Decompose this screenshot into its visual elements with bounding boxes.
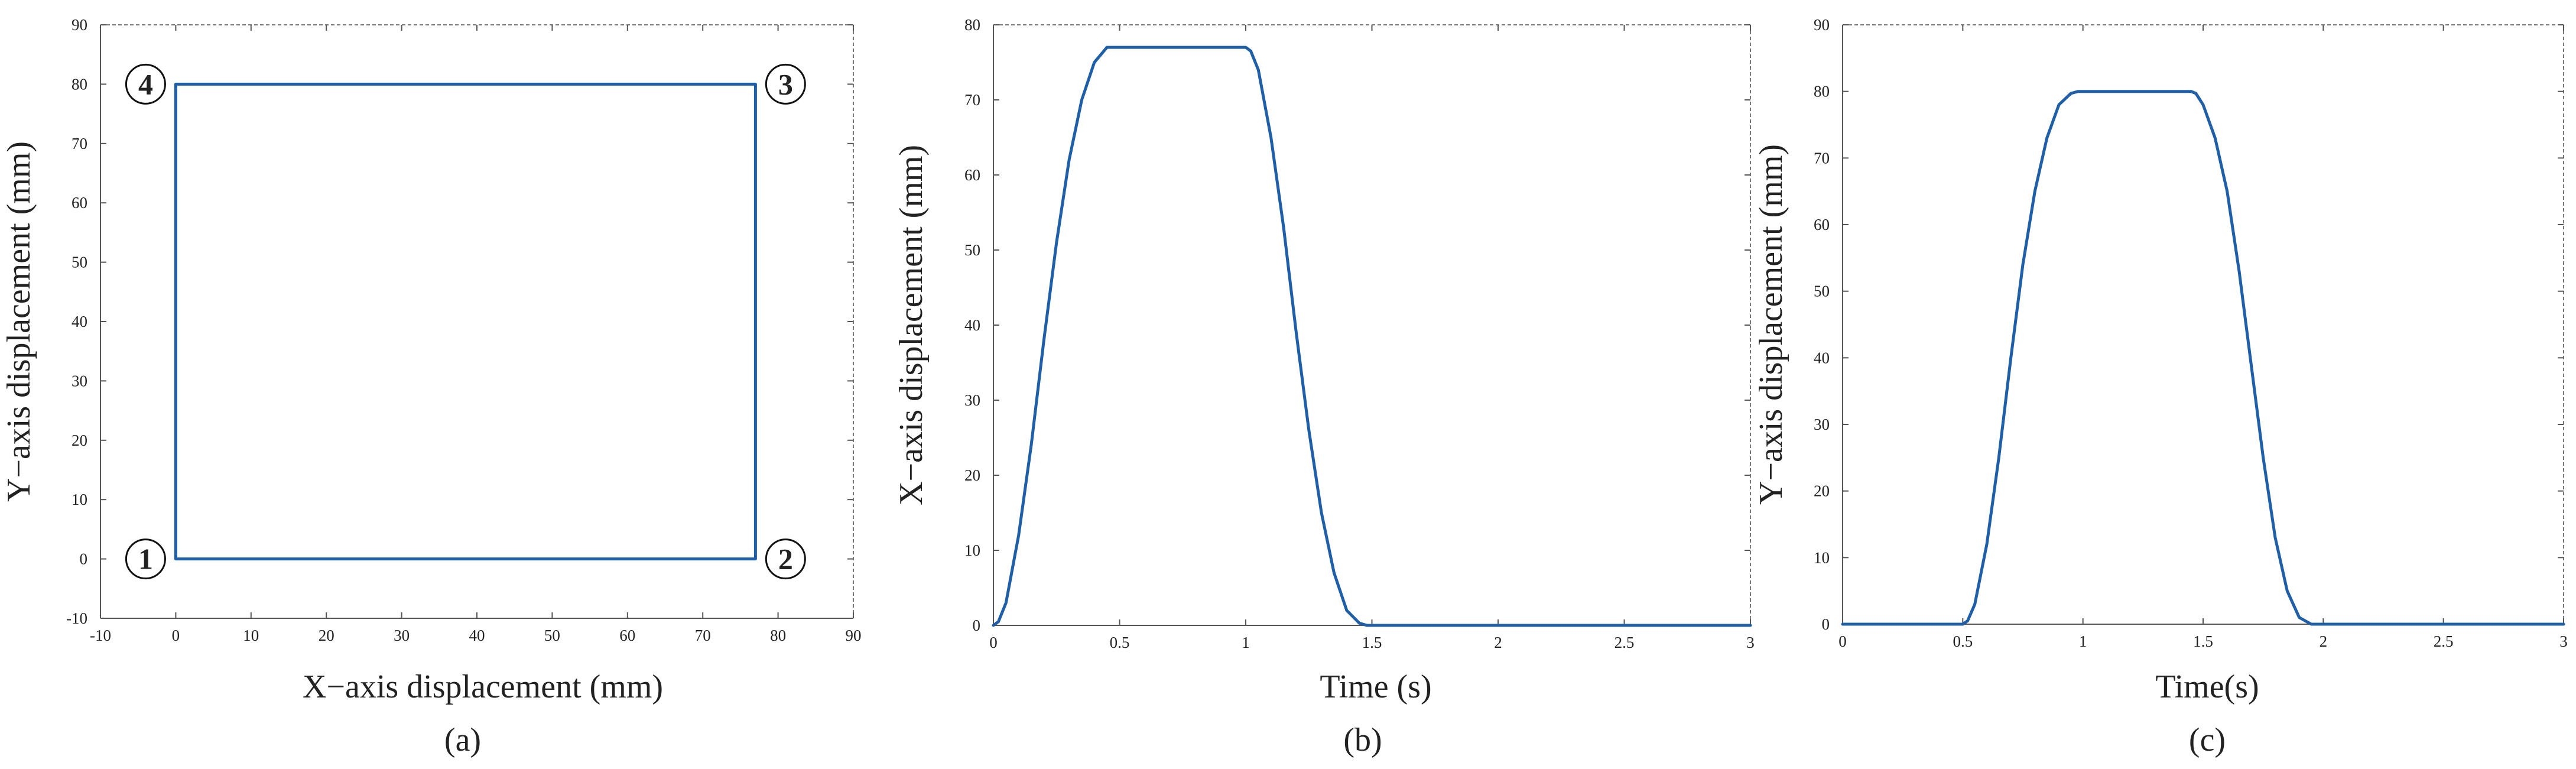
p1-y-tick-label: 90 [72,16,87,34]
p1-x-tick-label: 40 [469,627,485,644]
p3-y-axis-label: Y−axis displacement (mm) [1753,144,1789,505]
p1-y-tick-label: 60 [72,194,87,212]
p3-y-tick-label: 90 [1814,16,1830,34]
p3-y-tick-label: 20 [1814,482,1830,500]
p1-x-axis-label: X−axis displacement (mm) [303,669,663,705]
p2-y-tick-label: 30 [964,391,980,409]
p1-x-tick-label: 0 [172,627,180,644]
p1-y-tick-label: 30 [72,372,87,390]
p1-y-tick-label: 20 [72,431,87,449]
p1-x-tick-label: 50 [544,627,560,644]
p1-x-tick-label: 80 [770,627,786,644]
p2-x-tick-label: 3 [1746,634,1755,651]
panel-c-chart: 0 0.5 1 1.5 2 2.5 30102030405060708090Time(s)Y… [1753,16,2568,705]
p3-x-tick-label: 2.5 [2434,632,2454,650]
p3-x-tick-label: 0.5 [1953,632,1973,650]
p1-y-tick-label: 40 [72,313,87,330]
corner-marker-circle-3 [765,63,806,105]
caption-c: (c) [2189,722,2226,758]
p2-y-tick-label: 50 [964,241,980,259]
p3-x-axis-label: Time(s) [2155,669,2259,705]
p2-y-tick-label: 60 [964,166,980,184]
p1-x-tick-label: 60 [619,627,635,644]
p1-x-tick-label: 70 [695,627,711,644]
p3-y-tick-label: 60 [1814,216,1830,233]
p3-x-tick-label: 1 [2079,632,2087,650]
p2-y-tick-label: 0 [973,617,981,634]
p3-y-tick-label: 40 [1814,349,1830,366]
corner-marker-3: 3 [778,67,793,100]
p1-y-tick-label: 0 [80,550,88,568]
p1-x-tick-label: 10 [243,627,259,644]
p3-y-tick-label: 50 [1814,283,1830,300]
p1-y-tick-label: 70 [72,135,87,152]
p3-y-tick-label: 10 [1814,549,1830,566]
p2-x-tick-label: 1 [1242,634,1250,651]
p2-x-tick-label: 1.5 [1362,634,1382,651]
p2-y-tick-label: 10 [964,541,980,559]
p2-y-axis-label: X−axis displacement (mm) [893,145,930,505]
p1-x-tick-label: -10 [90,627,111,644]
p3-x-tick-label: 0 [1838,632,1847,650]
corner-marker-circle-2 [765,538,806,580]
caption-b: (b) [1343,722,1382,758]
p1-y-tick-label: 80 [72,75,87,93]
p2-series-line [992,46,1752,627]
p3-y-tick-label: 80 [1814,83,1830,100]
p3-y-tick-label: 0 [1822,615,1830,633]
p1-y-tick-label: -10 [66,609,87,627]
p2-y-tick-label: 80 [964,16,980,34]
p1-x-tick-label: 30 [394,627,410,644]
p3-series-line [1841,90,2565,626]
p1-series-line [174,82,757,561]
p3-x-tick-label: 1.5 [2193,632,2213,650]
caption-a: (a) [444,722,481,758]
p1-x-tick-label: 90 [846,627,862,644]
p3-x-tick-label: 3 [2559,632,2568,650]
p2-x-tick-label: 2.5 [1615,634,1635,651]
p1-y-tick-label: 10 [72,491,87,508]
corner-marker-circle-4 [125,63,166,105]
corner-marker-4: 4 [138,67,153,100]
p2-x-tick-label: 2 [1494,634,1502,651]
panel-a-chart: -10 0 10 20 30 40 50 60 70 80 90 -10 0 10 20 30 40 50 60 70… [1,16,862,705]
p2-y-tick-label: 70 [964,91,980,109]
p3-y-tick-label: 30 [1814,416,1830,433]
p2-y-tick-label: 40 [964,316,980,334]
corner-marker-circle-1 [125,538,166,580]
p2-x-tick-label: 0 [989,634,998,651]
p3-x-tick-label: 2 [2320,632,2328,650]
p2-x-tick-label: 0.5 [1110,634,1130,651]
p3-y-tick-label: 70 [1814,149,1830,167]
p1-y-axis-label: Y−axis displacement (mm) [1,141,37,502]
p2-y-tick-label: 20 [964,466,980,484]
p2-x-axis-label: Time (s) [1320,669,1431,705]
corner-marker-1: 1 [138,543,153,576]
corner-marker-2: 2 [778,543,793,576]
p1-x-tick-label: 20 [319,627,334,644]
p1-y-tick-label: 50 [72,254,87,271]
